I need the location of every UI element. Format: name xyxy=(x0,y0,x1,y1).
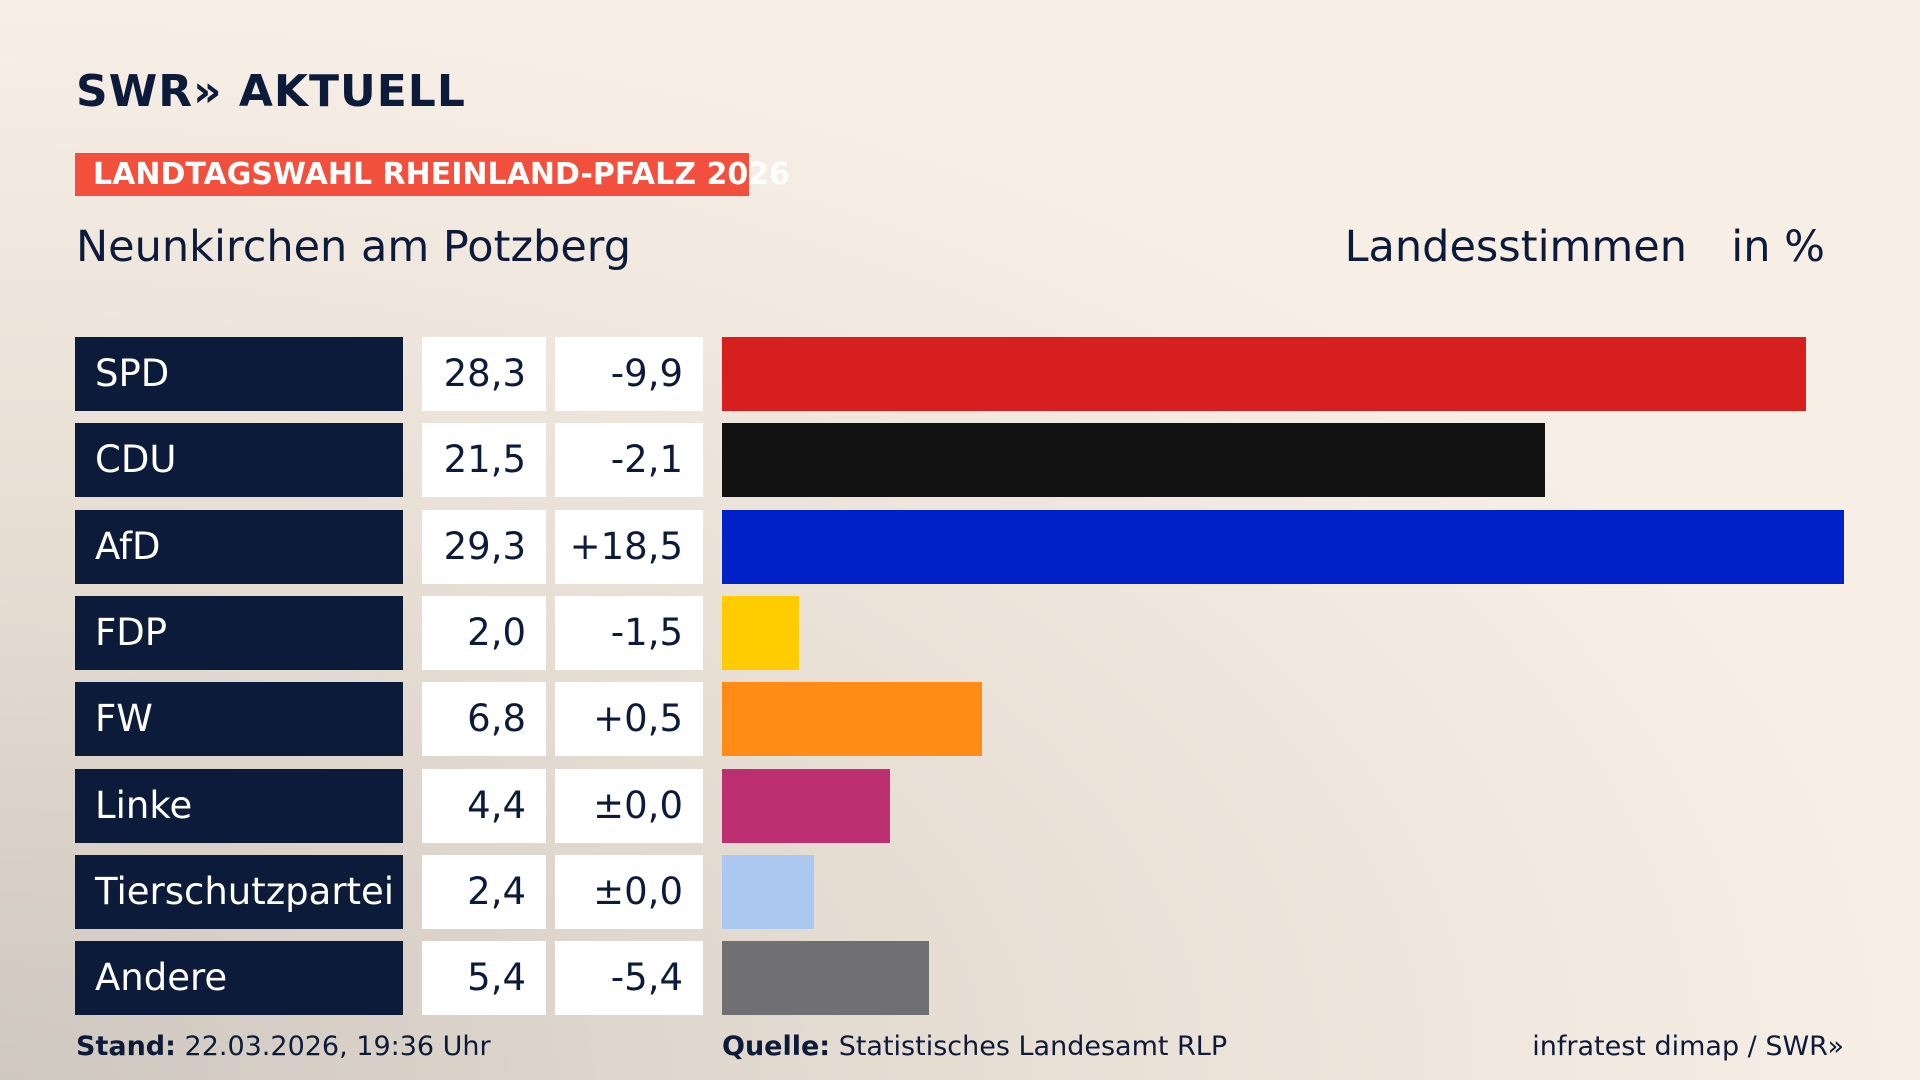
change-label: ±0,0 xyxy=(555,854,703,929)
value-label: 4,4 xyxy=(422,768,546,843)
change-label: +0,5 xyxy=(555,682,703,757)
source-value: Statistisches Landesamt RLP xyxy=(838,1031,1228,1062)
bar xyxy=(722,941,929,1016)
kicker: LANDTAGSWAHL RHEINLAND-PFALZ 2026 xyxy=(75,153,790,196)
bar xyxy=(722,768,891,843)
party-label: Andere xyxy=(75,941,403,1016)
measure-label: Landesstimmen xyxy=(1344,222,1687,272)
value-label: 28,3 xyxy=(422,337,546,411)
chart-title: Neunkirchen am Potzberg xyxy=(76,222,631,272)
party-label: Tierschutzpartei xyxy=(75,854,403,929)
value-label: 5,4 xyxy=(422,941,546,1016)
party-label: CDU xyxy=(75,423,403,498)
stand-label: Stand: xyxy=(76,1031,176,1062)
value-label: 6,8 xyxy=(422,682,546,757)
bar xyxy=(722,423,1546,498)
logo: SWR» AKTUELL xyxy=(76,66,466,117)
change-label: -2,1 xyxy=(555,423,703,498)
change-label: -5,4 xyxy=(555,941,703,1016)
change-label: -1,5 xyxy=(555,595,703,670)
bar xyxy=(722,337,1806,411)
value-label: 21,5 xyxy=(422,423,546,498)
party-label: Linke xyxy=(75,768,403,843)
party-label: SPD xyxy=(75,337,403,411)
source-label: Quelle: xyxy=(722,1031,831,1062)
party-label: AfD xyxy=(75,509,403,584)
value-label: 29,3 xyxy=(422,509,546,584)
bar xyxy=(722,682,983,757)
credit: infratest dimap / SWR» xyxy=(1532,1031,1844,1062)
change-label: ±0,0 xyxy=(555,768,703,843)
change-label: +18,5 xyxy=(555,509,703,584)
stand-value: 22.03.2026, 19:36 Uhr xyxy=(184,1031,491,1062)
bar xyxy=(722,854,814,929)
value-label: 2,0 xyxy=(422,595,546,670)
bar xyxy=(722,509,1844,584)
party-label: FDP xyxy=(75,595,403,670)
value-label: 2,4 xyxy=(422,854,546,929)
stand: Stand: 22.03.2026, 19:36 Uhr xyxy=(76,1031,491,1062)
source: Quelle: Statistisches Landesamt RLP xyxy=(722,1031,1227,1062)
bar xyxy=(722,595,799,670)
unit-label: in % xyxy=(1731,222,1825,272)
party-label: FW xyxy=(75,682,403,757)
change-label: -9,9 xyxy=(555,337,703,411)
